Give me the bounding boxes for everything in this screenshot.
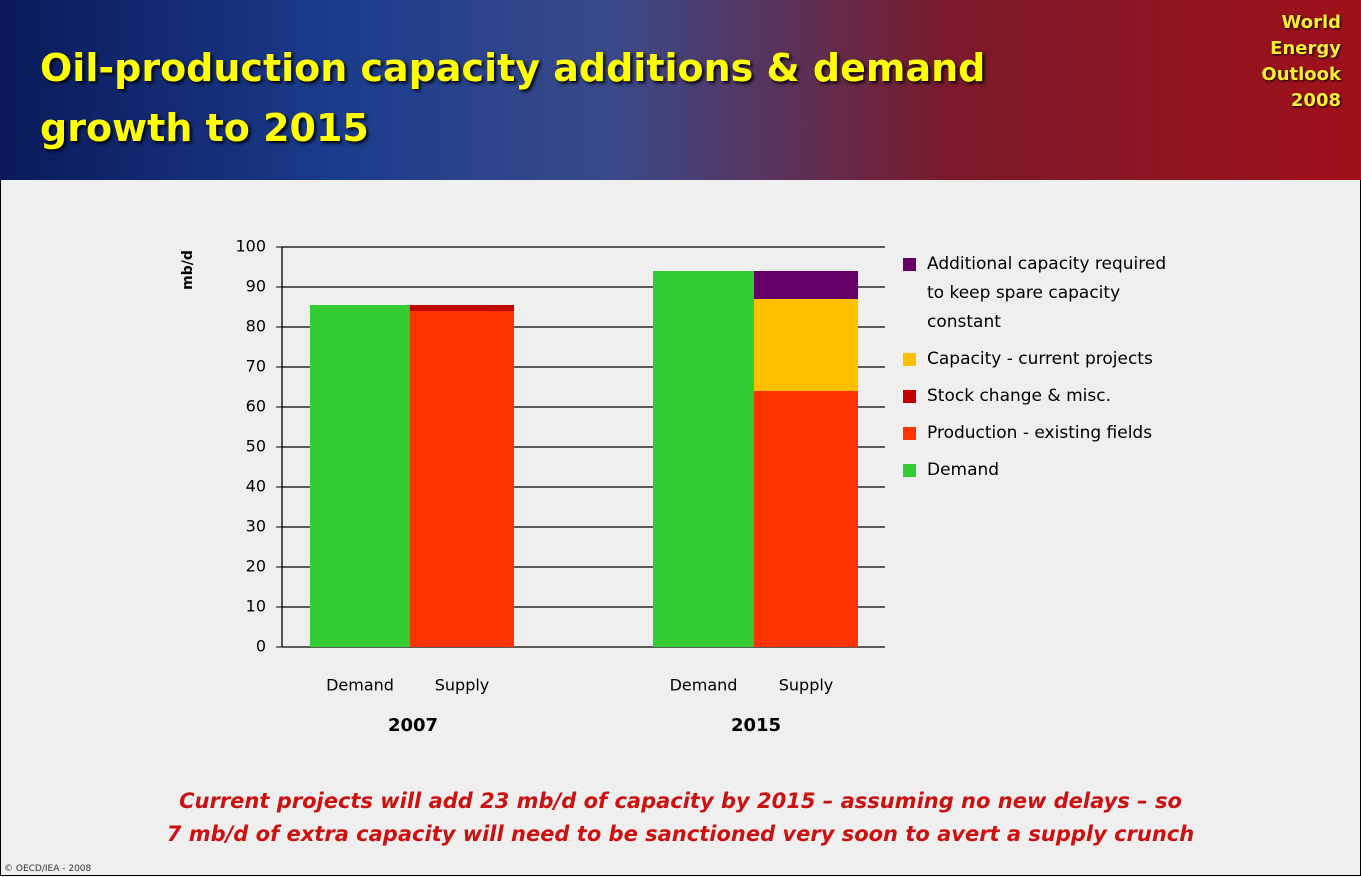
x-tick-label: Supply	[779, 676, 834, 695]
bar-segment	[310, 305, 410, 647]
y-tick-label: 20	[246, 557, 266, 576]
bar-segment	[410, 305, 514, 311]
copyright: © OECD/IEA - 2008	[4, 864, 92, 874]
legend-swatch	[903, 390, 916, 403]
legend-swatch	[903, 427, 916, 440]
legend-swatch	[903, 464, 916, 477]
legend-swatch	[903, 258, 916, 271]
legend-item: Production - existing fields	[900, 419, 1167, 448]
y-axis-label: mb/d	[180, 250, 196, 290]
group-label: 2015	[731, 715, 781, 736]
bar-segment	[754, 271, 858, 299]
y-tick-label: 90	[246, 277, 266, 296]
footnote-line: Current projects will add 23 mb/d of cap…	[179, 789, 1182, 813]
legend: Additional capacity required to keep spa…	[900, 250, 1200, 493]
legend-label: Demand	[927, 460, 1000, 480]
legend-item: Stock change & misc.	[900, 382, 1167, 411]
bar-segment	[410, 311, 514, 647]
legend-item: Demand	[900, 456, 1167, 485]
y-tick-label: 40	[246, 477, 266, 496]
x-tick-label: Demand	[326, 676, 394, 695]
footnote: Current projects will add 23 mb/d of cap…	[0, 785, 1361, 851]
x-tick-label: Demand	[670, 676, 738, 695]
bar-segment	[754, 299, 858, 391]
footnote-line: 7 mb/d of extra capacity will need to be…	[166, 822, 1195, 846]
bar-segment	[653, 271, 754, 647]
bar-segment	[754, 391, 858, 647]
y-tick-label: 80	[246, 317, 266, 336]
y-tick-label: 30	[246, 517, 266, 536]
legend-swatch	[903, 353, 916, 366]
y-tick-label: 60	[246, 397, 266, 416]
legend-item: Capacity - current projects	[900, 345, 1167, 374]
logo: World Energy Outlook 2008	[1261, 12, 1341, 111]
header	[0, 0, 1361, 180]
legend-label: Stock change & misc.	[927, 386, 1111, 406]
y-tick-label: 0	[256, 637, 266, 656]
legend-item: Additional capacity required to keep spa…	[900, 250, 1167, 337]
title: Oil-production capacity additions & dema…	[40, 46, 986, 150]
y-tick-label: 100	[235, 237, 266, 256]
y-tick-label: 10	[246, 597, 266, 616]
x-tick-label: Supply	[435, 676, 490, 695]
legend-label: Additional capacity required to keep spa…	[927, 254, 1167, 332]
legend-label: Capacity - current projects	[927, 349, 1153, 369]
y-tick-label: 70	[246, 357, 266, 376]
legend-label: Production - existing fields	[927, 423, 1153, 443]
group-label: 2007	[388, 715, 438, 736]
y-tick-label: 50	[246, 437, 266, 456]
